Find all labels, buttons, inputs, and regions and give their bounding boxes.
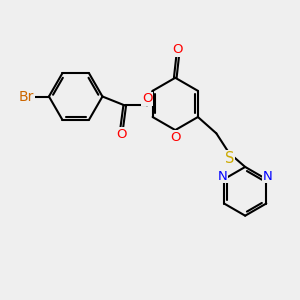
Text: O: O bbox=[116, 128, 127, 141]
Text: N: N bbox=[263, 170, 273, 183]
Text: S: S bbox=[225, 151, 234, 166]
Text: O: O bbox=[170, 131, 181, 144]
Text: O: O bbox=[142, 92, 152, 105]
Text: O: O bbox=[172, 43, 183, 56]
Text: Br: Br bbox=[19, 89, 34, 103]
Text: N: N bbox=[218, 170, 227, 183]
